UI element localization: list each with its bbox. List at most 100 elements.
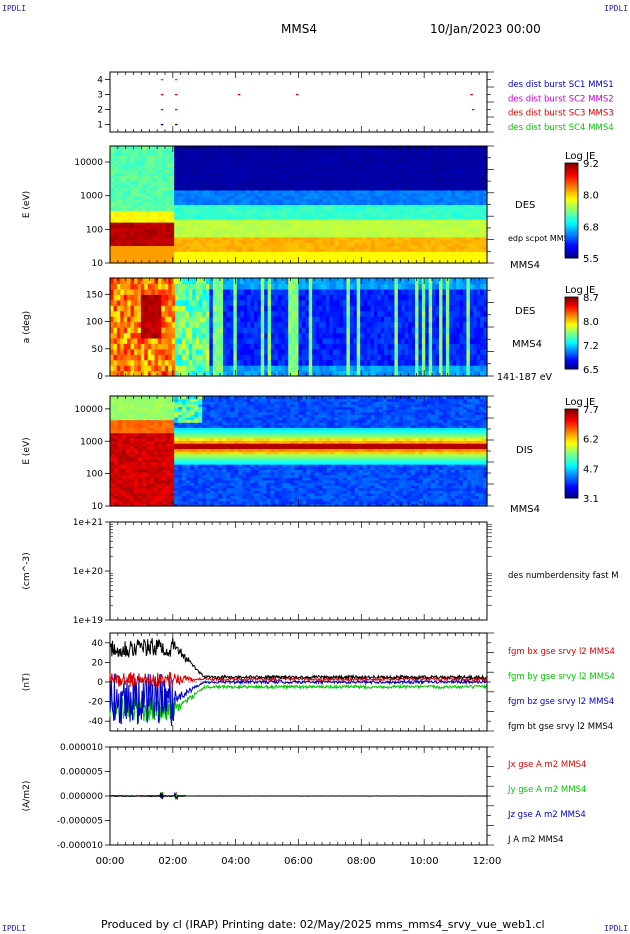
colorbar-title: Log JE <box>565 397 595 408</box>
y-tick-label: -0.000005 <box>57 817 103 827</box>
colorbar-dis-energy <box>565 409 578 499</box>
species-label: DES <box>515 306 535 317</box>
species-label: DES <box>515 200 535 211</box>
colorbar-tick-label: 7.7 <box>583 405 599 416</box>
des-energy-spectrogram <box>110 146 488 264</box>
colorbar-frame <box>564 408 579 499</box>
y-tick-label: 100 <box>86 470 103 480</box>
legend-entry: Jy gse A m2 MMS4 <box>507 785 586 795</box>
burst-marker <box>237 93 241 96</box>
colorbar-tick-label: 8.0 <box>583 191 599 202</box>
x-tick-label: 00:00 <box>96 856 125 867</box>
spacecraft-title: MMS4 <box>281 22 317 36</box>
y-tick-label: 3 <box>97 91 103 101</box>
legend-entry: Jz gse A m2 MMS4 <box>507 810 586 820</box>
x-tick-label: 04:00 <box>221 856 250 867</box>
x-tick-label: 06:00 <box>284 856 313 867</box>
dis-energy-spectrogram <box>110 396 488 507</box>
colorbar-tick-label: 8.0 <box>583 317 599 328</box>
y-tick-label: 10 <box>92 502 104 512</box>
burst-marker <box>160 93 164 96</box>
y-axis-label: (cm^-3) <box>22 552 32 589</box>
y-tick-label: 0.000000 <box>60 792 103 802</box>
y-tick-label: 1e+19 <box>73 616 104 626</box>
x-tick-label: 08:00 <box>347 856 376 867</box>
burst-marker <box>174 93 178 96</box>
x-tick-label: 12:00 <box>473 856 502 867</box>
colorbar-frame <box>564 162 579 259</box>
burst-panel-frame <box>109 71 488 133</box>
spacecraft-label: MMS4 <box>510 260 540 271</box>
y-axis-label: a (deg) <box>22 311 32 343</box>
burst-marker <box>174 108 178 111</box>
colorbar-frame <box>564 296 579 370</box>
spacecraft-label: MMS4 <box>510 504 540 515</box>
burst-marker <box>470 93 473 96</box>
density-panel-frame <box>109 521 488 621</box>
legend-entry: Jx gse A m2 MMS4 <box>507 760 586 770</box>
colorbar-tick-label: 5.5 <box>583 254 599 265</box>
colorbar-tick-label: 3.1 <box>583 494 599 505</box>
y-tick-label: 1000 <box>80 437 103 447</box>
burst-marker <box>160 108 164 111</box>
colorbar-tick-label: 6.8 <box>583 222 599 233</box>
legend-entry: des dist burst SC4 MMS4 <box>508 123 614 133</box>
burst-marker <box>174 123 178 126</box>
burst-marker <box>174 78 178 81</box>
legend-entry: fgm bt gse srvy l2 MMS4 <box>508 722 613 732</box>
y-tick-label: 4 <box>97 76 103 86</box>
y-tick-label: 1e+21 <box>73 518 103 528</box>
y-axis-label: E (eV) <box>22 191 32 218</box>
y-tick-label: -20 <box>88 698 103 708</box>
y-tick-label: 0 <box>97 372 103 382</box>
legend-entry: fgm by gse srvy l2 MMS4 <box>508 672 615 682</box>
y-tick-label: 40 <box>92 639 104 649</box>
burst-marker <box>160 78 164 81</box>
burst-marker <box>160 123 164 126</box>
series-line-bt <box>109 637 488 681</box>
y-tick-label: -40 <box>88 717 103 727</box>
legend-entry: des dist burst SC3 MMS3 <box>508 109 614 119</box>
energy-range-label: 141-187 eV <box>497 372 553 383</box>
y-tick-label: 0.000005 <box>60 768 103 778</box>
legend-entry: des dist burst SC1 MMS1 <box>508 80 614 90</box>
legend-entry: des numberdensity fast M <box>508 571 619 581</box>
y-tick-label: 10000 <box>74 158 103 168</box>
y-tick-label: 2 <box>97 106 103 116</box>
y-tick-label: 1e+20 <box>73 567 104 577</box>
y-tick-label: 20 <box>92 658 104 668</box>
colorbar-tick-label: 7.2 <box>583 341 599 352</box>
legend-entry: fgm bz gse srvy l2 MMS4 <box>508 697 614 707</box>
corner-label-bottom-left: IPDLI <box>2 924 27 933</box>
footer-note: Produced by cl (IRAP) Printing date: 02/… <box>101 918 545 931</box>
colorbar-des-energy <box>565 163 578 259</box>
y-axis-label: (nT) <box>22 673 32 691</box>
spacecraft-label: MMS4 <box>512 339 542 350</box>
colorbar-tick-label: 9.2 <box>583 159 599 170</box>
corner-label-bottom-right: IPDLI <box>604 924 629 933</box>
y-tick-label: 50 <box>92 345 104 355</box>
y-tick-label: 1000 <box>80 192 103 202</box>
y-axis-label: (A/m2) <box>22 781 32 812</box>
colorbar-tick-label: 6.5 <box>583 365 599 376</box>
burst-marker <box>471 108 475 111</box>
y-tick-label: 10 <box>92 259 104 269</box>
overlay-label: edp scpot MMS4 <box>508 234 574 243</box>
corner-label-top-left: IPDLI <box>2 4 27 13</box>
corner-label-top-right: IPDLI <box>604 4 629 13</box>
y-tick-label: -0.000010 <box>57 841 103 851</box>
burst-marker <box>295 93 299 96</box>
colorbar-des-pitch <box>565 297 578 370</box>
colorbar-tick-label: 4.7 <box>583 464 599 475</box>
y-tick-label: 100 <box>86 318 103 328</box>
y-tick-label: 0.000010 <box>60 743 103 753</box>
legend-entry: J A m2 MMS4 <box>507 835 564 845</box>
x-tick-label: 02:00 <box>158 856 187 867</box>
legend-entry: des dist burst SC2 MMS2 <box>508 94 614 104</box>
y-tick-label: 0 <box>97 678 103 688</box>
legend-entry: fgm bx gse srvy l2 MMS4 <box>508 647 615 657</box>
date-title: 10/Jan/2023 00:00 <box>430 22 541 36</box>
colorbar-title: Log JE <box>565 151 595 162</box>
x-tick-label: 10:00 <box>410 856 439 867</box>
series-line-bx <box>109 671 488 689</box>
